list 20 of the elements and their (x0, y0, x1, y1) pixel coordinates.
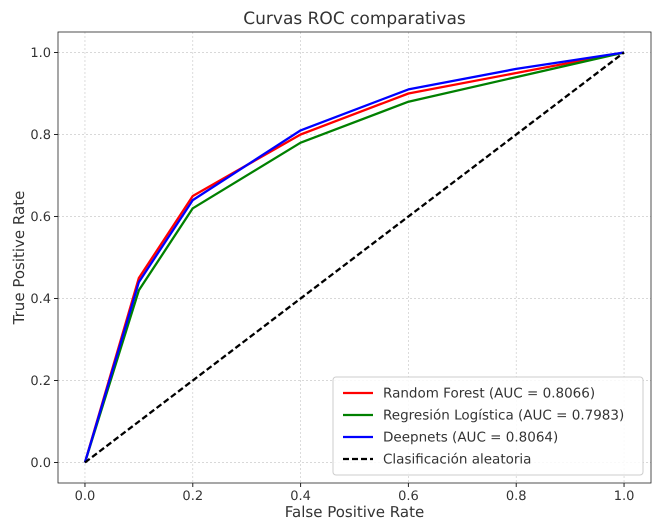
y-tick-label: 1.0 (30, 46, 51, 62)
x-tick-label: 0.6 (398, 489, 419, 504)
x-axis-title: False Positive Rate (284, 503, 424, 521)
x-tick-label: 1.0 (614, 489, 634, 504)
x-tick-label: 0.0 (74, 489, 96, 504)
y-axis-title: True Positive Rate (10, 190, 28, 326)
x-tick-label: 0.4 (290, 489, 311, 504)
x-tick-label: 0.8 (506, 489, 527, 504)
legend-label: Clasificación aleatoria (383, 452, 532, 468)
line-series (84, 51, 626, 464)
legend-label: Regresión Logística (AUC = 0.7983) (383, 408, 624, 424)
legend-label: Deepnets (AUC = 0.8064) (383, 430, 558, 446)
y-tick-label: 0.4 (30, 292, 51, 308)
y-tick-label: 0.6 (30, 210, 51, 226)
legend-label: Random Forest (AUC = 0.8066) (383, 386, 596, 402)
y-tick-label: 0.8 (30, 128, 51, 144)
x-tick-label: 0.2 (182, 489, 204, 504)
y-tick-label: 0.2 (30, 374, 51, 390)
y-tick-label: 0.0 (30, 456, 51, 472)
chart-title: Curvas ROC comparativas (243, 9, 466, 29)
